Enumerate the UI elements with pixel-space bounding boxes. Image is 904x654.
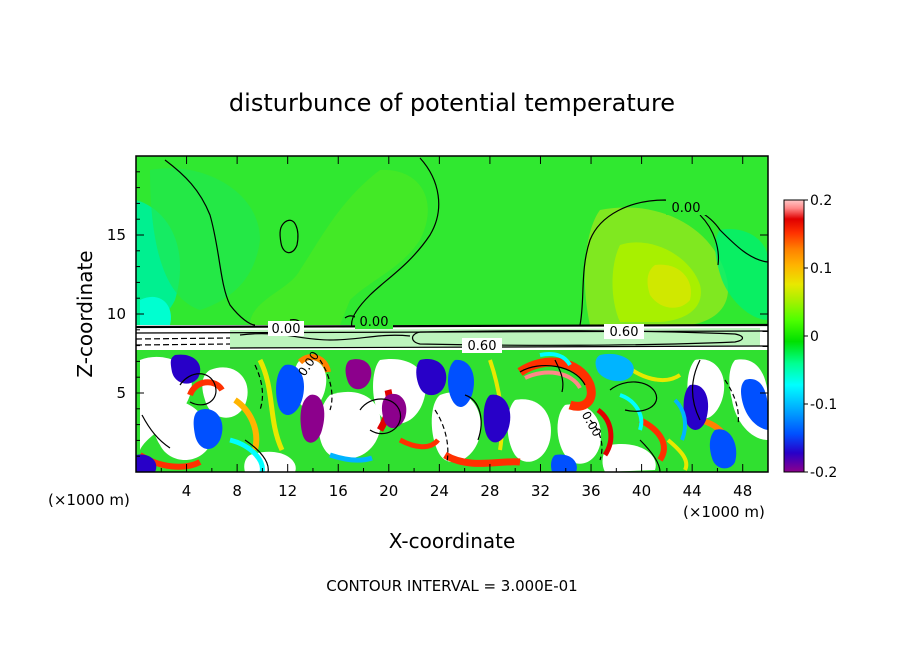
x-tick-label: 4 [182, 482, 192, 500]
x-tick-label: 24 [430, 482, 449, 500]
colorbar-tick-label: 0 [810, 329, 819, 345]
x-tick-label: 48 [733, 482, 752, 500]
x-tick-label: 40 [632, 482, 651, 500]
y-tick-label: 15 [107, 226, 126, 244]
colorbar-tick-label: -0.2 [810, 465, 837, 481]
x-tick-label: 12 [278, 482, 297, 500]
y-axis-label: Z-coordinate [73, 250, 97, 377]
x-tick-label: 20 [379, 482, 398, 500]
contour-interval-note: CONTOUR INTERVAL = 3.000E-01 [326, 577, 577, 595]
contour-label: 0.00 [272, 322, 301, 337]
contour-label: 0.60 [468, 339, 497, 354]
contour-label: 0.00 [672, 201, 701, 216]
x-tick-label: 36 [581, 482, 600, 500]
y-tick-label: 5 [116, 384, 126, 402]
x-tick-label: 28 [480, 482, 499, 500]
x-tick-label: 16 [329, 482, 348, 500]
contour-label: 0.60 [610, 325, 639, 340]
colorbar-tick-label: 0.1 [810, 261, 832, 277]
x-axis: 4 8 12 16 20 24 28 32 36 40 44 48 [160, 156, 752, 500]
contour-label-group: 0.00 0.00 0.00 0.00 0.60 0.60 0.00 [268, 199, 706, 439]
colorbar-ticks: 0.2 0.1 0 -0.1 -0.2 [804, 193, 837, 481]
x-tick-label: 44 [683, 482, 702, 500]
turbulent-blobs [136, 352, 768, 472]
upper-field-patches [136, 168, 768, 325]
plot-area: 0.00 0.00 0.00 0.00 0.60 0.60 0.00 [136, 156, 768, 472]
colorbar-gradient [783, 199, 805, 473]
x-tick-label: 32 [531, 482, 550, 500]
x-tick-label: 8 [232, 482, 242, 500]
colorbar: 0.2 0.1 0 -0.1 -0.2 [783, 193, 837, 481]
x-axis-unit-right: (×1000 m) [683, 503, 765, 521]
colorbar-tick-label: 0.2 [810, 193, 832, 209]
y-axis: 5 10 15 [107, 171, 768, 457]
x-axis-label: X-coordinate [389, 529, 516, 553]
contour-label: 0.00 [360, 315, 389, 330]
colorbar-tick-label: -0.1 [810, 397, 837, 413]
x-axis-unit-left: (×1000 m) [48, 491, 130, 509]
y-tick-label: 10 [107, 305, 126, 323]
chart-title: disturbunce of potential temperature [229, 89, 675, 117]
